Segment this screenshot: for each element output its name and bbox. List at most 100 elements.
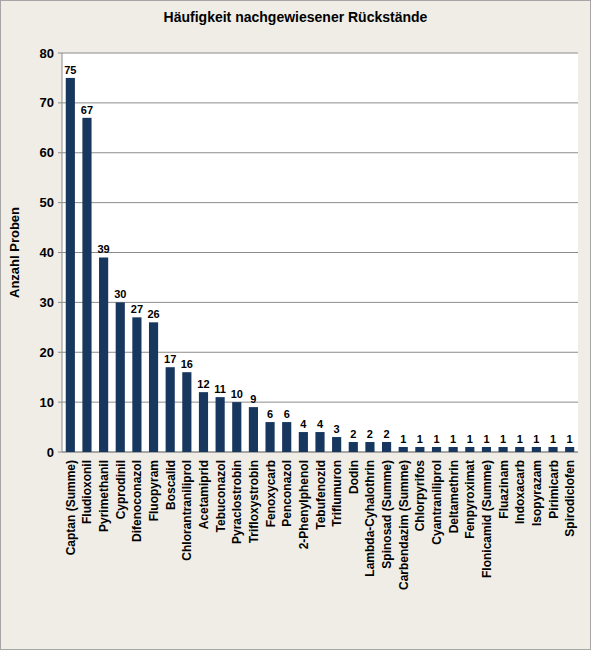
bar — [499, 447, 508, 452]
chart-root: Häufigkeit nachgewiesener Rückstände Anza… — [0, 0, 591, 650]
bar — [349, 442, 358, 452]
data-label: 27 — [131, 303, 143, 315]
x-tick-label: Fluazinam — [497, 460, 511, 519]
bar — [132, 317, 141, 452]
y-tick — [58, 152, 62, 153]
data-label: 2 — [367, 428, 373, 440]
y-tick-label: 0 — [47, 445, 54, 460]
data-label: 1 — [517, 433, 523, 445]
y-tick-label: 60 — [40, 145, 54, 160]
y-tick — [58, 53, 62, 54]
bar — [282, 422, 291, 452]
data-label: 39 — [97, 243, 109, 255]
data-label: 4 — [300, 418, 307, 430]
x-tick-label: Isopyrazam — [530, 460, 544, 526]
x-tick-label: Trifloxystrobin — [247, 460, 261, 543]
bar — [449, 447, 458, 452]
y-tick — [58, 252, 62, 253]
plot-area — [62, 53, 578, 452]
data-label: 1 — [567, 433, 573, 445]
data-label: 17 — [164, 353, 176, 365]
grid-line — [62, 53, 578, 54]
bar — [565, 447, 574, 452]
bar — [382, 442, 391, 452]
bar — [232, 402, 241, 452]
bar — [216, 397, 225, 452]
y-tick-label: 20 — [40, 345, 54, 360]
title: Häufigkeit nachgewiesener Rückstände — [164, 9, 428, 25]
x-tick-label: Flonicamid (Summe) — [480, 460, 494, 578]
y-tick-label: 70 — [40, 95, 54, 110]
grid-line — [62, 202, 578, 203]
x-tick-label: Lambda-Cyhalothrin — [363, 460, 377, 577]
data-label: 3 — [334, 423, 340, 435]
data-label: 75 — [64, 64, 76, 76]
y-tick — [58, 352, 62, 353]
y-tick-label: 80 — [40, 46, 54, 61]
x-tick-label: Dodin — [347, 460, 361, 494]
bar — [365, 442, 374, 452]
x-tick-label: Pyrimethanil — [97, 460, 111, 532]
x-tick-label: Carbendazim (Summe) — [397, 460, 411, 590]
grid-line — [62, 102, 578, 103]
x-tick-label: Penconazol — [280, 460, 294, 527]
y-axis-label: Anzahl Proben — [7, 207, 22, 298]
data-label: 11 — [214, 383, 226, 395]
x-tick-label: Spinosad (Summe) — [380, 460, 394, 569]
data-label: 1 — [417, 433, 423, 445]
y-tick-label: 30 — [40, 295, 54, 310]
x-tick-label: Indoxacarb — [513, 460, 527, 524]
y-axis — [62, 53, 63, 452]
y-tick — [58, 402, 62, 403]
x-tick-label: Fludioxonil — [80, 460, 94, 524]
chart: Häufigkeit nachgewiesener Rückstände Anza… — [0, 0, 591, 650]
x-tick-label: Fluopyram — [147, 460, 161, 521]
bar — [548, 447, 557, 452]
x-tick-label: Tebuconazol — [214, 460, 228, 532]
data-label: 1 — [400, 433, 406, 445]
bar — [82, 118, 91, 452]
x-tick-label: Captan (Summe) — [64, 460, 78, 555]
bar — [332, 437, 341, 452]
x-tick-label: Boscalid — [164, 460, 178, 510]
data-label: 16 — [181, 358, 193, 370]
data-label: 1 — [433, 433, 439, 445]
bar — [166, 367, 175, 452]
data-label: 1 — [483, 433, 489, 445]
x-tick-label: Tebufenozid — [314, 460, 328, 530]
data-label: 2 — [384, 428, 390, 440]
data-label: 10 — [231, 388, 243, 400]
x-tick-label: Chlorantraniliprol — [180, 460, 194, 561]
x-tick-label: 2-Phenylphenol — [297, 460, 311, 549]
data-label: 2 — [350, 428, 356, 440]
data-label: 30 — [114, 288, 126, 300]
bar — [315, 432, 324, 452]
grid-line — [62, 152, 578, 153]
y-tick-label: 50 — [40, 195, 54, 210]
bar — [182, 372, 191, 452]
x-tick-label: Cyantraniliprol — [430, 460, 444, 545]
bar — [465, 447, 474, 452]
x-tick-label: Fenpyroximat — [463, 460, 477, 539]
bar — [116, 302, 125, 452]
data-label: 4 — [317, 418, 324, 430]
data-label: 1 — [550, 433, 556, 445]
bar — [532, 447, 541, 452]
data-label: 1 — [533, 433, 539, 445]
y-tick — [58, 102, 62, 103]
x-tick-label: Difenoconazol — [130, 460, 144, 542]
data-label: 67 — [81, 104, 93, 116]
bar — [249, 407, 258, 452]
bar — [265, 422, 274, 452]
bar — [299, 432, 308, 452]
x-tick-label: Chlorpyrifos — [413, 460, 427, 532]
y-tick — [58, 302, 62, 303]
bar — [432, 447, 441, 452]
bar — [99, 257, 108, 452]
x-tick-label: Spirodiclofen — [563, 460, 577, 537]
data-label: 1 — [467, 433, 473, 445]
bar — [482, 447, 491, 452]
x-tick-label: Acetamiprid — [197, 460, 211, 529]
x-tick-label: Fenoxycarb — [264, 460, 278, 527]
data-label: 6 — [284, 408, 290, 420]
